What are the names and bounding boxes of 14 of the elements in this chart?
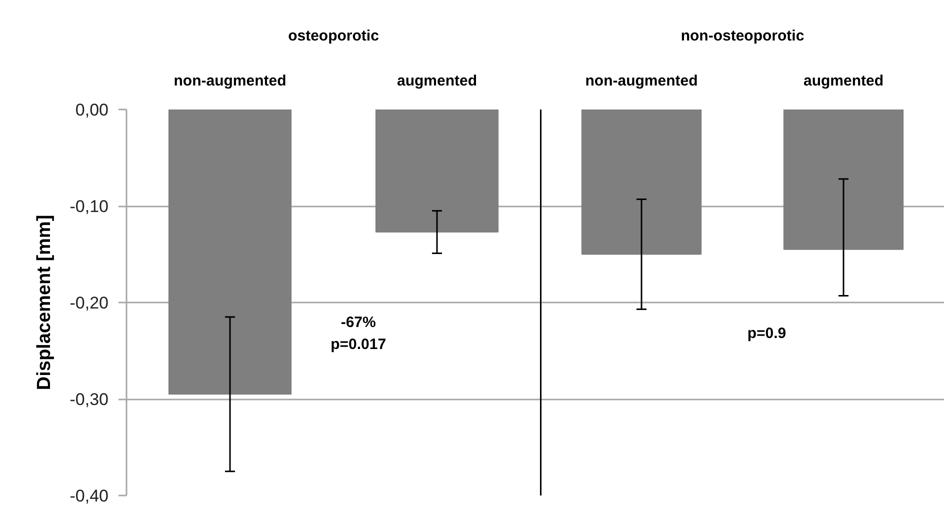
chart-title: non-osteoporotic xyxy=(680,28,804,44)
x-tick-label: augmented xyxy=(396,72,478,90)
y-tick-label: -0,10 xyxy=(70,197,108,216)
y-tick-label: 0,00 xyxy=(75,100,109,120)
x-tick-label: non-augmented xyxy=(585,72,698,90)
annotation: -67% p=0.017 xyxy=(330,314,386,353)
y-tick-label: -0,20 xyxy=(70,294,108,312)
x-tick-label: augmented xyxy=(803,72,884,90)
y-tick-label: -0,30 xyxy=(70,390,108,409)
annotation: p=0.9 xyxy=(747,324,786,342)
chart-title: osteoporotic xyxy=(288,28,379,44)
x-tick-label: non-augmented xyxy=(174,72,286,90)
y-tick-label: -0,40 xyxy=(70,486,108,506)
y-axis-title: Displacement [mm] xyxy=(34,214,55,390)
